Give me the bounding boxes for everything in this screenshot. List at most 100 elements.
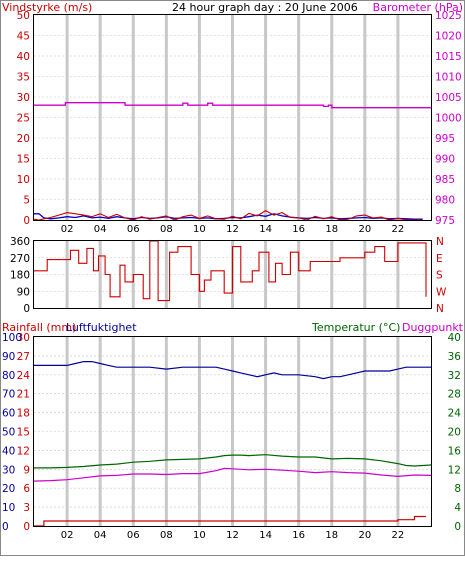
x-tick-label: 10 bbox=[193, 530, 206, 541]
y-tick-label-barometer: 1005 bbox=[435, 92, 462, 104]
humidity-line bbox=[34, 361, 431, 380]
x-tick-label: 08 bbox=[160, 530, 173, 541]
y-tick-label-wind: 15 bbox=[17, 154, 30, 166]
y-tick-label-humidity: 50 bbox=[2, 427, 15, 439]
bottom-panel-frame bbox=[33, 336, 432, 527]
x-tick-label: 14 bbox=[259, 224, 272, 235]
x-tick-label: 12 bbox=[226, 224, 239, 235]
y-tick-label-humidity: 70 bbox=[2, 389, 15, 401]
x-tick-label: 22 bbox=[392, 530, 405, 541]
y-tick-label-wind: 5 bbox=[23, 195, 30, 207]
y-tick-label-rainfall: 6 bbox=[23, 483, 30, 495]
y-tick-label-humidity: 60 bbox=[2, 408, 15, 420]
x-tick-label: 18 bbox=[325, 224, 338, 235]
rainfall-line bbox=[34, 515, 426, 527]
y-tick-label-rainfall: 0 bbox=[23, 521, 30, 533]
y-tick-label-temperature: 20 bbox=[448, 427, 461, 439]
y-tick-label-rainfall: 24 bbox=[17, 370, 31, 382]
y-tick-label-barometer: 990 bbox=[435, 154, 455, 166]
x-tick-label: 06 bbox=[127, 530, 140, 541]
y-tick-label-barometer: 975 bbox=[435, 215, 455, 227]
y-tick-label-humidity: 40 bbox=[2, 445, 15, 457]
y-tick-label-barometer: 980 bbox=[435, 195, 455, 207]
barometer-line bbox=[34, 102, 431, 109]
middle-panel-frame bbox=[33, 240, 432, 309]
y-tick-label-temperature: 12 bbox=[448, 464, 461, 476]
y-tick-label-barometer: 1000 bbox=[435, 113, 462, 125]
temperature-line bbox=[34, 454, 432, 469]
y-tick-label-temperature: 16 bbox=[448, 445, 462, 457]
y-tick-label-rainfall: 21 bbox=[17, 389, 30, 401]
x-tick-label: 12 bbox=[226, 530, 239, 541]
y-tick-label-humidity: 0 bbox=[2, 521, 9, 533]
y-tick-label-wind: 30 bbox=[17, 92, 30, 104]
wind-speed-line bbox=[34, 213, 423, 220]
y-tick-label-temperature: 40 bbox=[448, 332, 461, 344]
y-tick-label-compass: W bbox=[436, 286, 447, 298]
y-tick-label-wind: 20 bbox=[17, 133, 30, 145]
x-tick-label: 20 bbox=[358, 530, 371, 541]
y-tick-label-barometer: 995 bbox=[435, 133, 455, 145]
y-tick-label-wind: 0 bbox=[23, 215, 30, 227]
y-tick-label-direction: 360 bbox=[10, 236, 30, 248]
x-tick-label: 16 bbox=[292, 530, 305, 541]
x-tick-label: 16 bbox=[292, 224, 305, 235]
y-tick-label-barometer: 1020 bbox=[435, 31, 462, 43]
humidity-axis-label: Luftfuktighet bbox=[66, 321, 137, 334]
y-tick-label-humidity: 30 bbox=[2, 464, 15, 476]
y-tick-label-wind: 45 bbox=[17, 31, 30, 43]
dewpoint-axis-label: Duggpunkt bbox=[402, 321, 464, 334]
series-layer bbox=[33, 102, 432, 527]
top-panel-frame bbox=[33, 14, 432, 221]
y-tick-label-rainfall: 9 bbox=[23, 464, 30, 476]
y-tick-label-humidity: 10 bbox=[2, 502, 15, 514]
y-tick-label-temperature: 36 bbox=[448, 351, 462, 363]
y-tick-label-temperature: 8 bbox=[454, 483, 461, 495]
barometer-axis-label: Barometer (hPa) bbox=[373, 1, 463, 14]
y-tick-label-compass: N bbox=[436, 303, 444, 315]
wind-axis-label: Vindstyrke (m/s) bbox=[2, 1, 92, 14]
y-tick-label-humidity: 100 bbox=[2, 332, 22, 344]
x-tick-label: 06 bbox=[127, 224, 140, 235]
x-tick-label: 02 bbox=[61, 224, 74, 235]
y-tick-label-compass: N bbox=[436, 236, 444, 248]
y-tick-label-direction: 90 bbox=[17, 286, 30, 298]
rainfall-axis-label: Rainfall (mm) bbox=[2, 321, 76, 334]
y-tick-label-temperature: 24 bbox=[448, 408, 462, 420]
y-tick-label-temperature: 32 bbox=[448, 370, 461, 382]
y-tick-label-rainfall: 18 bbox=[17, 408, 30, 420]
x-tick-label: 10 bbox=[193, 224, 206, 235]
y-tick-label-wind: 25 bbox=[17, 113, 30, 125]
y-tick-label-temperature: 28 bbox=[448, 389, 461, 401]
y-tick-label-direction: 180 bbox=[10, 270, 30, 282]
y-tick-label-compass: S bbox=[436, 270, 443, 282]
x-tick-label: 14 bbox=[259, 530, 272, 541]
y-tick-label-barometer: 985 bbox=[435, 174, 455, 186]
wind-direction-line bbox=[34, 240, 427, 302]
x-tick-label: 22 bbox=[392, 224, 405, 235]
x-tick-label: 02 bbox=[61, 530, 74, 541]
x-tick-label: 08 bbox=[160, 224, 173, 235]
chart-title: 24 hour graph day : 20 June 2006 bbox=[172, 1, 358, 14]
y-tick-label-rainfall: 30 bbox=[17, 332, 30, 344]
y-tick-label-wind: 40 bbox=[17, 51, 30, 63]
y-tick-label-barometer: 1010 bbox=[435, 72, 462, 84]
y-tick-label-rainfall: 15 bbox=[17, 427, 30, 439]
x-tick-label: 04 bbox=[94, 224, 107, 235]
y-tick-label-rainfall: 27 bbox=[17, 351, 30, 363]
y-tick-label-rainfall: 3 bbox=[23, 502, 30, 514]
y-tick-label-humidity: 90 bbox=[2, 351, 15, 363]
y-tick-label-rainfall: 12 bbox=[17, 445, 30, 457]
temperature-axis-label: Temperatur (°C) bbox=[311, 321, 400, 334]
y-tick-label-humidity: 20 bbox=[2, 483, 15, 495]
dewpoint-line bbox=[33, 467, 432, 482]
y-tick-label-wind: 35 bbox=[17, 72, 30, 84]
y-tick-label-direction: 270 bbox=[10, 253, 30, 265]
x-tick-label: 20 bbox=[358, 224, 371, 235]
y-tick-label-compass: E bbox=[436, 253, 443, 265]
y-tick-label-temperature: 0 bbox=[454, 521, 461, 533]
y-tick-label-wind: 10 bbox=[17, 174, 30, 186]
